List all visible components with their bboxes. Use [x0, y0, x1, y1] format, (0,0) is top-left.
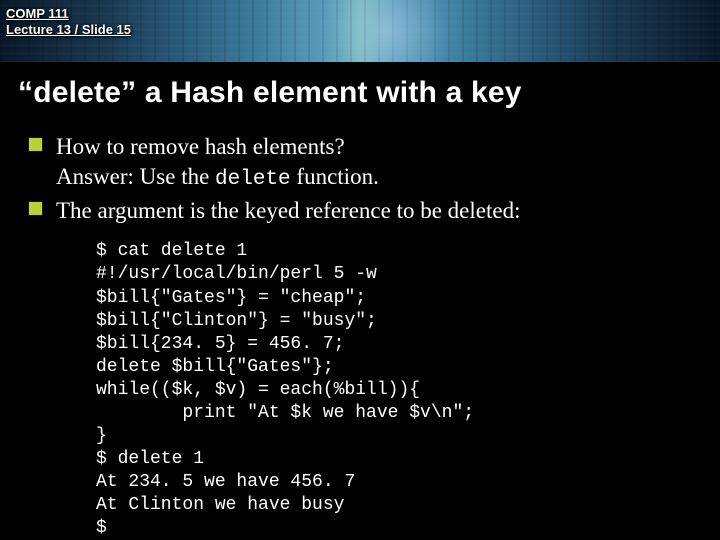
code-line: At 234. 5 we have 456. 7: [96, 472, 355, 492]
code-line: print "At $k we have $v\n";: [96, 403, 474, 423]
slide-banner: COMP 111 Lecture 13 / Slide 15: [0, 0, 720, 62]
course-code: COMP 111: [6, 6, 69, 21]
code-line: $bill{"Gates"} = "cheap";: [96, 288, 366, 308]
bullet-item: How to remove hash elements? Answer: Use…: [26, 132, 694, 194]
bullet-answer-suffix: function.: [291, 164, 379, 189]
code-line: delete $bill{"Gates"};: [96, 357, 334, 377]
course-label: COMP 111 Lecture 13 / Slide 15: [6, 6, 131, 39]
code-line: At Clinton we have busy: [96, 495, 344, 515]
code-line: #!/usr/local/bin/perl 5 -w: [96, 264, 377, 284]
title-region: “delete” a Hash element with a key: [0, 62, 720, 118]
code-line: while(($k, $v) = each(%bill)){: [96, 380, 420, 400]
code-line: $: [96, 518, 107, 538]
code-line: $ delete 1: [96, 449, 204, 469]
bullet-answer-prefix: Answer: Use the: [56, 164, 215, 189]
code-line: $bill{234. 5} = 456. 7;: [96, 334, 344, 354]
code-line: $ cat delete 1: [96, 241, 247, 261]
code-block: $ cat delete 1 #!/usr/local/bin/perl 5 -…: [96, 240, 720, 539]
bullet-list: How to remove hash elements? Answer: Use…: [0, 118, 720, 226]
inline-code: delete: [215, 168, 291, 191]
bullet-item: The argument is the keyed reference to b…: [26, 196, 694, 226]
code-line: $bill{"Clinton"} = "busy";: [96, 311, 377, 331]
bullet-question: How to remove hash elements?: [56, 134, 345, 159]
bullet-text: The argument is the keyed reference to b…: [56, 198, 520, 223]
code-line: }: [96, 426, 107, 446]
lecture-slide: Lecture 13 / Slide 15: [6, 22, 131, 37]
slide-title: “delete” a Hash element with a key: [18, 76, 702, 110]
